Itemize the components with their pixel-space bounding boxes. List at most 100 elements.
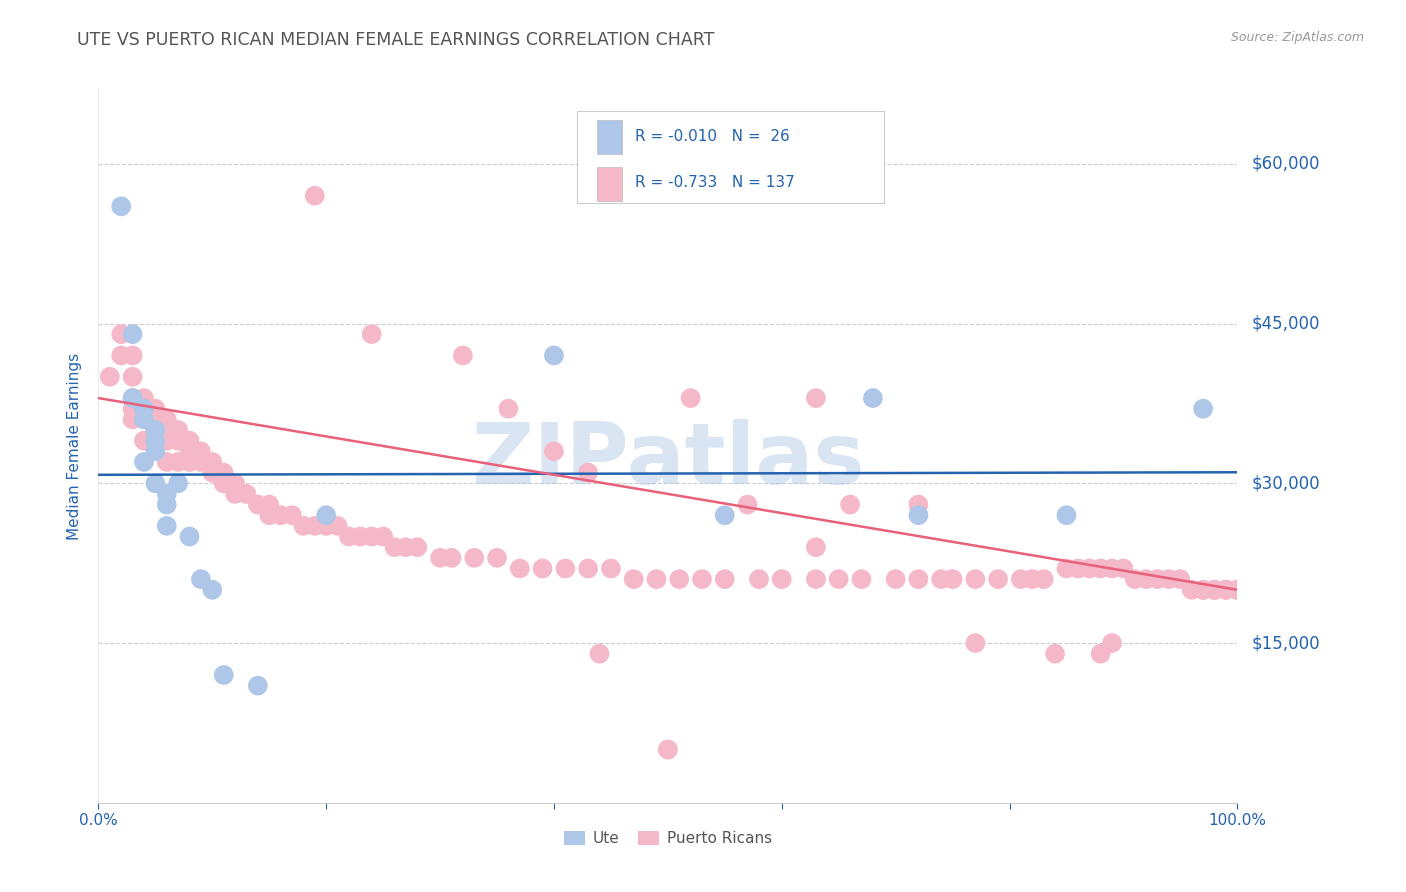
Point: [145, 434, 167, 448]
Text: R = -0.010   N =  26: R = -0.010 N = 26: [636, 129, 790, 145]
Point: [828, 572, 851, 586]
Point: [1226, 582, 1249, 597]
Point: [1192, 582, 1215, 597]
Point: [1054, 508, 1078, 523]
Point: [167, 423, 190, 437]
Text: UTE VS PUERTO RICAN MEDIAN FEMALE EARNINGS CORRELATION CHART: UTE VS PUERTO RICAN MEDIAN FEMALE EARNIN…: [77, 31, 714, 49]
Point: [907, 498, 929, 512]
Point: [1226, 582, 1249, 597]
Point: [201, 582, 224, 597]
Point: [145, 434, 167, 448]
Point: [270, 508, 292, 523]
Point: [1192, 582, 1215, 597]
Point: [531, 561, 554, 575]
Point: [1135, 572, 1157, 586]
Point: [884, 572, 907, 586]
Point: [145, 401, 167, 416]
Point: [145, 444, 167, 458]
Point: [145, 423, 167, 437]
Point: [498, 401, 520, 416]
Point: [862, 391, 884, 405]
Point: [156, 423, 179, 437]
Point: [429, 550, 451, 565]
Point: [315, 519, 337, 533]
Point: [384, 540, 406, 554]
Point: [259, 508, 281, 523]
Point: [623, 572, 645, 586]
Point: [349, 529, 371, 543]
Point: [156, 498, 179, 512]
Point: [121, 369, 143, 384]
Point: [907, 572, 929, 586]
Point: [1215, 582, 1237, 597]
Point: [167, 476, 190, 491]
Point: [304, 519, 326, 533]
Point: [737, 498, 759, 512]
Point: [246, 498, 269, 512]
Point: [543, 444, 565, 458]
Point: [1192, 582, 1215, 597]
Text: Source: ZipAtlas.com: Source: ZipAtlas.com: [1230, 31, 1364, 45]
Point: [235, 487, 257, 501]
Point: [281, 508, 304, 523]
Point: [1067, 561, 1090, 575]
Point: [714, 508, 737, 523]
Point: [1226, 582, 1249, 597]
Point: [201, 455, 224, 469]
Legend: Ute, Puerto Ricans: Ute, Puerto Ricans: [558, 824, 778, 852]
Text: ZIPatlas: ZIPatlas: [471, 418, 865, 502]
Point: [690, 572, 713, 586]
Point: [543, 349, 565, 363]
FancyBboxPatch shape: [598, 167, 623, 201]
Point: [121, 349, 143, 363]
Point: [1204, 582, 1226, 597]
Point: [395, 540, 418, 554]
Point: [371, 529, 394, 543]
Point: [132, 401, 155, 416]
Point: [132, 412, 155, 426]
Point: [121, 391, 143, 405]
Text: $45,000: $45,000: [1251, 315, 1320, 333]
Text: $15,000: $15,000: [1251, 634, 1320, 652]
Point: [668, 572, 690, 586]
Point: [1181, 582, 1204, 597]
Point: [132, 412, 155, 426]
Point: [190, 455, 212, 469]
Point: [145, 476, 167, 491]
Point: [987, 572, 1010, 586]
Point: [315, 508, 337, 523]
Point: [1101, 636, 1123, 650]
Point: [1146, 572, 1168, 586]
Point: [132, 455, 155, 469]
Point: [304, 188, 326, 202]
Point: [259, 498, 281, 512]
Point: [156, 487, 179, 501]
Point: [360, 529, 382, 543]
Point: [132, 391, 155, 405]
Point: [804, 540, 827, 554]
Point: [246, 679, 269, 693]
Point: [839, 498, 862, 512]
Point: [121, 327, 143, 342]
Y-axis label: Median Female Earnings: Median Female Earnings: [67, 352, 83, 540]
Point: [463, 550, 485, 565]
Point: [179, 444, 201, 458]
Point: [167, 455, 190, 469]
FancyBboxPatch shape: [576, 111, 884, 203]
Point: [1157, 572, 1180, 586]
Point: [360, 327, 382, 342]
Point: [292, 519, 315, 533]
Point: [145, 412, 167, 426]
Point: [714, 572, 737, 586]
Point: [110, 199, 132, 213]
Point: [1226, 582, 1249, 597]
Point: [212, 476, 235, 491]
Point: [907, 508, 929, 523]
Point: [145, 423, 167, 437]
Point: [1032, 572, 1054, 586]
Point: [212, 668, 235, 682]
Point: [1043, 647, 1066, 661]
Point: [1112, 561, 1135, 575]
Point: [440, 550, 463, 565]
Point: [98, 369, 121, 384]
